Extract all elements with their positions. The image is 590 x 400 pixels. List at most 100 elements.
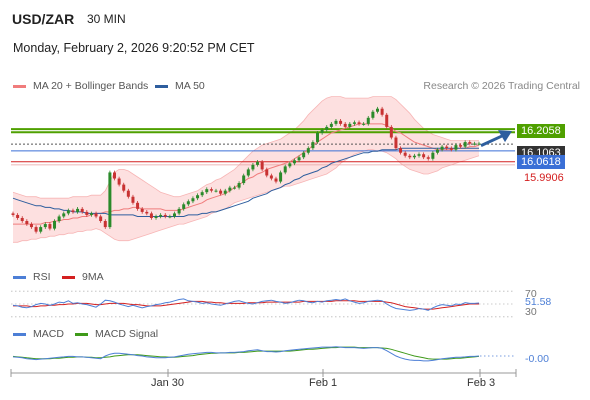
candle-body: [85, 211, 89, 215]
candle-body: [29, 224, 33, 228]
candle-body: [89, 213, 93, 215]
candle-body: [214, 190, 218, 192]
pivot-price-tag: 16.0618: [517, 155, 565, 169]
candle-body: [385, 114, 389, 127]
ma50-legend-swatch: [155, 85, 168, 88]
rsi-panel: [11, 290, 515, 318]
rsi-line: [12, 298, 480, 311]
candle-body: [380, 108, 384, 115]
candle-body: [228, 187, 232, 191]
candle-body: [76, 208, 80, 212]
candle-body: [122, 184, 126, 191]
candle-body: [371, 111, 375, 118]
macd-legend-label: MACD: [33, 328, 64, 340]
candle-body: [246, 169, 250, 176]
candle-body: [302, 152, 306, 158]
bollinger-band-fill: [13, 96, 479, 243]
resistance-price-tag: 16.2058: [517, 124, 565, 138]
symbol-title: USD/ZAR: [12, 11, 75, 27]
candle-body: [357, 122, 361, 124]
candle-body: [71, 210, 75, 212]
candle-body: [172, 213, 176, 217]
candle-body: [39, 227, 43, 232]
candle-body: [288, 163, 292, 167]
candle-body: [149, 213, 153, 218]
macd-line: [12, 346, 480, 362]
datetime-label: Monday, February 2, 2026 9:20:52 PM CET: [13, 41, 255, 55]
candle-body: [325, 126, 329, 130]
candle-body: [449, 148, 453, 150]
candle-body: [80, 208, 84, 212]
candle-body: [117, 178, 121, 185]
ma20-line: [13, 123, 480, 225]
candle-body: [159, 214, 163, 217]
candle-body: [242, 175, 246, 184]
candle-body: [279, 172, 283, 182]
candle-body: [20, 217, 24, 222]
candle-body: [131, 196, 135, 203]
macd-signal-legend-swatch: [75, 333, 88, 336]
candle-body: [53, 221, 57, 229]
candle-body: [463, 142, 467, 147]
candle-body: [34, 227, 38, 232]
candle-body: [99, 216, 103, 222]
candle-body: [256, 161, 260, 165]
candle-body: [163, 214, 167, 217]
candle-body: [399, 148, 403, 153]
candle-body: [292, 160, 296, 164]
candle-body: [366, 117, 370, 124]
credit-text: Research © 2026 Trading Central: [423, 80, 580, 92]
bollinger-lower-line: [13, 149, 480, 243]
macd-signal-legend-label: MACD Signal: [95, 328, 159, 340]
candle-body: [472, 143, 476, 145]
candle-body: [237, 183, 241, 188]
candle-body: [412, 155, 416, 158]
rsi-ma9-legend-label: 9MA: [82, 271, 104, 283]
candle-body: [389, 126, 393, 138]
ma20-legend-label: MA 20 + Bollinger Bands: [33, 80, 149, 92]
candle-body: [417, 154, 421, 156]
candle-body: [431, 152, 435, 159]
rsi-ma9-line: [13, 300, 479, 310]
candle-body: [103, 221, 107, 228]
candle-body: [205, 189, 209, 193]
candle-body: [283, 166, 287, 173]
candle-body: [11, 213, 15, 215]
candle-body: [348, 123, 352, 127]
candle-body: [468, 142, 472, 144]
candle-body: [334, 120, 338, 124]
candle-body: [108, 172, 112, 228]
candle-body: [209, 189, 213, 191]
forecast-arrow-line: [480, 133, 505, 147]
candle-body: [113, 172, 117, 179]
candle-body: [440, 146, 444, 150]
candle-body: [306, 148, 310, 153]
macd-current-value: -0.00: [525, 353, 549, 365]
candle-body: [311, 142, 315, 149]
candle-body: [477, 143, 481, 145]
x-label-feb3: Feb 3: [467, 377, 496, 389]
candle-body: [403, 152, 407, 156]
candle-body: [426, 157, 430, 159]
candle-body: [265, 169, 269, 176]
x-axis: [10, 369, 517, 377]
candle-body: [186, 201, 190, 205]
candle-body: [177, 208, 181, 214]
candle-body: [136, 202, 140, 209]
candle-body: [145, 211, 149, 214]
candle-body: [445, 146, 449, 149]
rsi-level-30-label: 30: [525, 306, 537, 318]
macd-panel: [12, 346, 515, 362]
ma50-legend-label: MA 50: [175, 80, 205, 92]
candle-body: [219, 190, 223, 194]
candle-body: [126, 190, 130, 197]
macd-legend-swatch: [13, 333, 26, 336]
candle-body: [274, 178, 278, 182]
candle-body: [297, 157, 301, 161]
candle-body: [375, 108, 379, 112]
candles: [11, 106, 481, 234]
candle-body: [352, 122, 356, 124]
candle-body: [316, 132, 320, 143]
